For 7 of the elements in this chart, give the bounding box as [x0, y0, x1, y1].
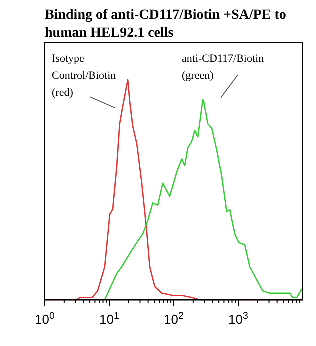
x-tick-label: 10$^{0}$: [35, 310, 56, 327]
annotation: Isotype Control/Biotin (red): [52, 53, 117, 99]
annotation: anti-CD117/Biotin (green): [182, 53, 265, 82]
chart-title: Binding of anti-CD117/Biotin +SA/PE to human HEL92.1 cells: [45, 8, 286, 41]
x-tick-label: 10$^{3}$: [228, 310, 248, 327]
x-tick-label: 10$^{2}$: [164, 310, 184, 327]
x-tick-label: 10$^{1}$: [100, 310, 120, 327]
